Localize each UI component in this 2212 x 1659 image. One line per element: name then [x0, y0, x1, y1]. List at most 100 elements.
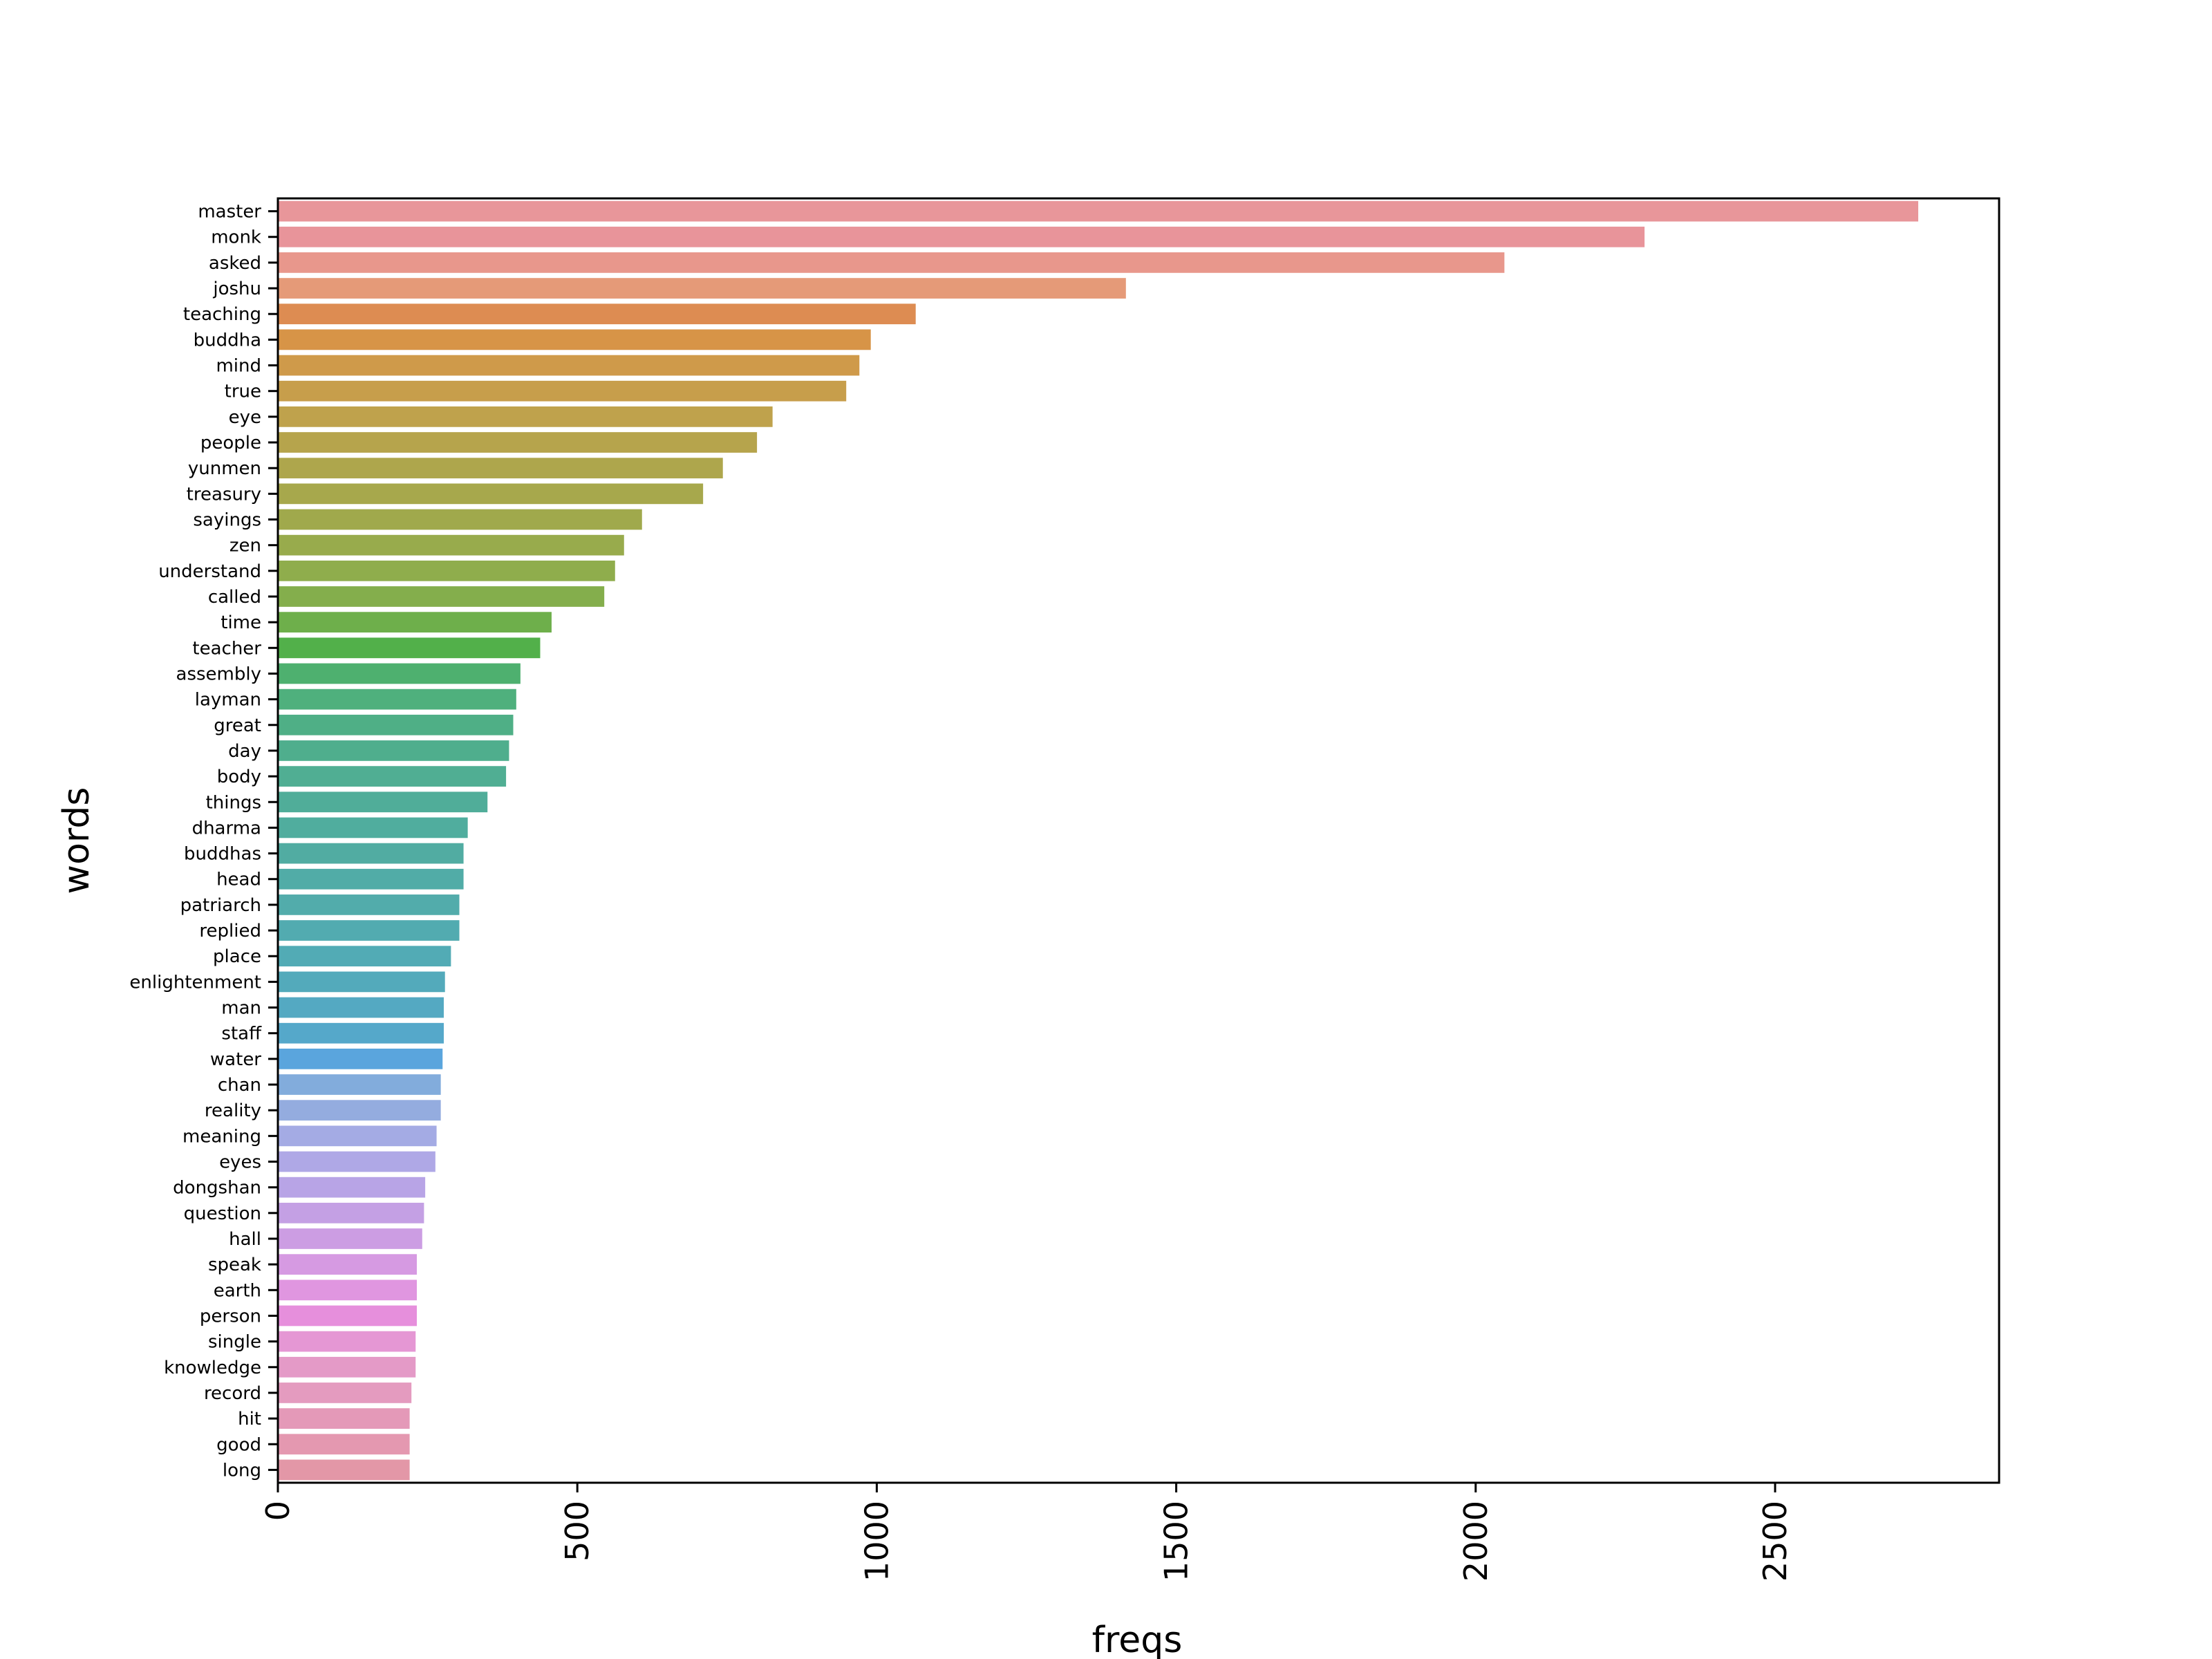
y-tick-label: replied — [199, 921, 261, 941]
y-tick-label: great — [214, 715, 261, 736]
bar — [278, 1202, 424, 1224]
y-tick-label: zen — [229, 536, 261, 556]
y-tick-label: eye — [229, 407, 261, 428]
y-tick-label: body — [217, 767, 261, 787]
y-tick-label: single — [208, 1332, 261, 1353]
bar — [278, 946, 451, 967]
x-tick-label: 500 — [559, 1501, 596, 1562]
y-tick-label: knowledge — [164, 1358, 261, 1378]
bar — [278, 432, 758, 453]
y-tick-label: understand — [158, 561, 261, 582]
y-tick-label: water — [210, 1049, 261, 1070]
bar — [278, 663, 521, 684]
y-tick-label: hit — [238, 1409, 261, 1430]
bar — [278, 380, 847, 402]
y-tick-label: eyes — [219, 1152, 261, 1173]
y-tick-label: patriarch — [180, 895, 261, 916]
bar — [278, 714, 514, 735]
bar — [278, 843, 464, 864]
bar — [278, 1100, 441, 1121]
y-axis-label: words — [56, 787, 97, 894]
bar — [278, 1459, 410, 1481]
y-tick-label: assembly — [176, 664, 261, 684]
bar — [278, 1305, 418, 1327]
bar — [278, 688, 516, 710]
bar — [278, 766, 507, 787]
bar — [278, 740, 509, 761]
y-tick-label: long — [223, 1460, 261, 1481]
y-tick-label: staff — [221, 1024, 262, 1044]
bar — [278, 534, 624, 556]
y-tick-label: good — [216, 1434, 261, 1455]
y-tick-label: meaning — [182, 1126, 261, 1147]
bar — [278, 997, 444, 1018]
bar — [278, 971, 445, 993]
y-tick-label: enlightenment — [129, 972, 261, 993]
x-tick-label: 2000 — [1457, 1501, 1494, 1582]
bar — [278, 1022, 444, 1044]
y-tick-label: layman — [195, 690, 261, 711]
x-tick-label: 1500 — [1158, 1501, 1195, 1582]
bar — [278, 1356, 416, 1378]
bar — [278, 920, 460, 941]
y-tick-label: hall — [229, 1229, 261, 1250]
y-tick-label: head — [216, 870, 261, 890]
bar — [278, 1125, 437, 1147]
bar — [278, 894, 460, 915]
bar — [278, 226, 1645, 247]
y-tick-label: asked — [209, 253, 261, 274]
bar — [278, 868, 464, 890]
y-tick-label: dongshan — [173, 1178, 261, 1199]
bar — [278, 1434, 410, 1455]
bar — [278, 458, 723, 479]
y-tick-label: buddhas — [184, 844, 261, 865]
y-tick-label: speak — [208, 1255, 261, 1275]
bar — [278, 278, 1126, 299]
bar — [278, 560, 615, 581]
bar — [278, 406, 773, 427]
bar — [278, 1254, 418, 1275]
y-tick-label: people — [200, 433, 261, 453]
y-tick-label: day — [228, 741, 261, 762]
bar — [278, 1280, 418, 1301]
bar — [278, 1331, 416, 1352]
bar — [278, 817, 468, 838]
y-tick-label: yunmen — [188, 458, 261, 479]
bar — [278, 1177, 426, 1198]
y-tick-label: teacher — [192, 638, 261, 659]
y-tick-label: chan — [218, 1075, 261, 1096]
y-tick-label: things — [206, 792, 261, 813]
y-tick-label: buddha — [194, 330, 261, 350]
bar — [278, 612, 552, 633]
y-tick-label: true — [225, 382, 261, 402]
y-tick-label: master — [198, 202, 261, 223]
plot-frame — [276, 197, 2000, 1484]
y-tick-label: person — [200, 1306, 261, 1327]
y-tick-label: question — [184, 1203, 261, 1224]
bar — [278, 1408, 410, 1429]
y-tick-label: place — [213, 946, 261, 967]
bar — [278, 200, 1919, 222]
bar — [278, 1382, 412, 1403]
bar — [278, 303, 916, 325]
y-tick-label: record — [204, 1383, 261, 1404]
x-tick-label: 0 — [259, 1501, 297, 1521]
y-tick-label: time — [221, 612, 261, 633]
bar — [278, 329, 871, 350]
bar — [278, 355, 860, 376]
bar — [278, 1151, 435, 1172]
y-tick-label: treasury — [187, 484, 261, 505]
y-tick-label: mind — [216, 356, 261, 377]
bar — [278, 483, 704, 505]
y-tick-label: dharma — [192, 818, 261, 838]
bar — [278, 637, 541, 659]
y-tick-label: monk — [211, 227, 261, 248]
bar — [278, 1048, 443, 1069]
y-tick-label: man — [221, 998, 261, 1019]
y-tick-label: joshu — [212, 279, 261, 299]
bar — [278, 252, 1505, 273]
x-tick-label: 2500 — [1756, 1501, 1794, 1582]
x-tick-label: 1000 — [858, 1501, 895, 1582]
y-tick-label: called — [208, 587, 261, 608]
